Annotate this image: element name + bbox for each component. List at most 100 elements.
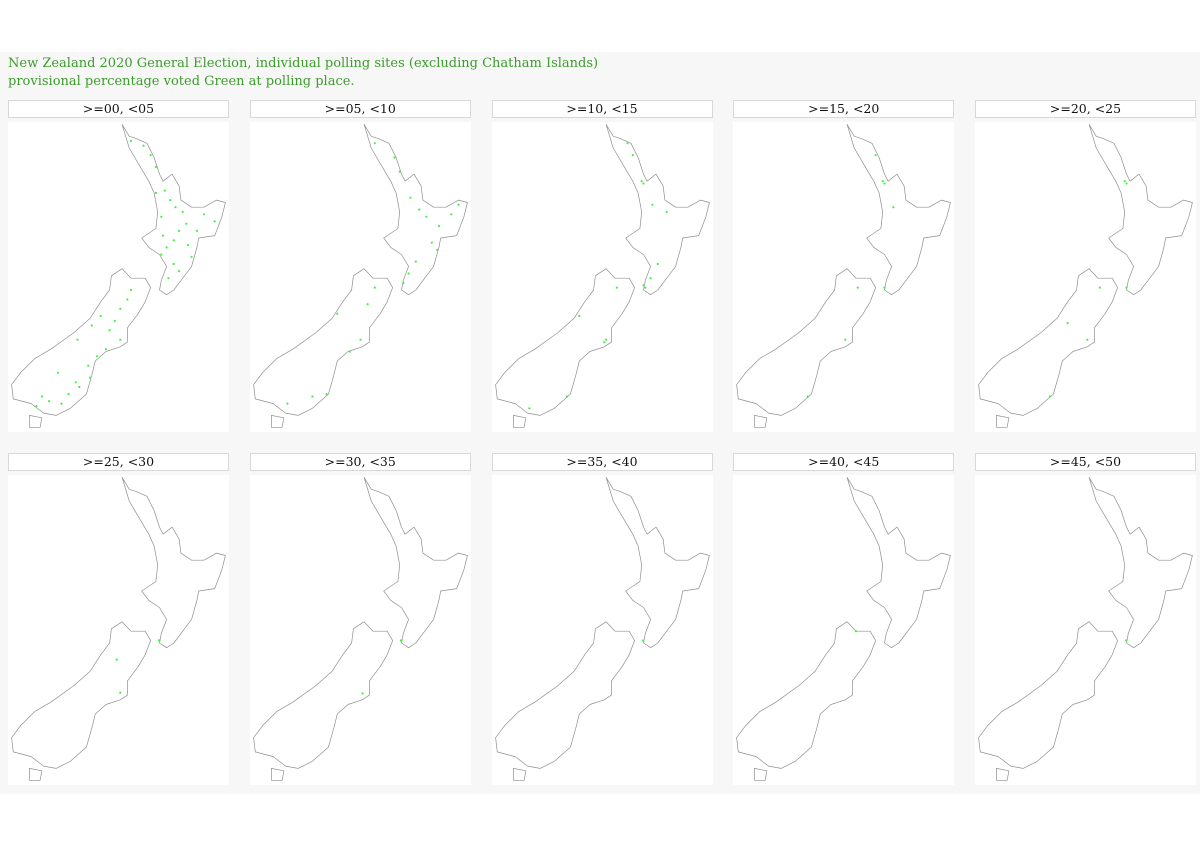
polling-place-point	[202, 213, 206, 216]
polling-place-point	[631, 154, 634, 157]
polling-place-point	[129, 139, 133, 142]
polling-place-point	[883, 286, 886, 289]
stewart-island-outline	[29, 415, 43, 428]
polling-place-point	[883, 182, 886, 185]
polling-place-point	[88, 376, 92, 379]
polling-place-point	[185, 222, 188, 225]
polling-place-point	[195, 229, 198, 232]
polling-place-point	[393, 156, 396, 159]
facet-panel: >=05, <10	[249, 100, 471, 432]
polling-place-point	[174, 206, 177, 209]
south-island-outline	[11, 621, 151, 769]
polling-place-point	[366, 303, 369, 306]
map-area	[8, 475, 229, 785]
polling-place-point	[409, 196, 412, 199]
polling-place-point	[656, 262, 659, 266]
north-island-outline	[1088, 477, 1193, 649]
polling-place-point	[286, 402, 289, 405]
north-island-outline	[121, 477, 226, 649]
polling-place-point	[213, 220, 216, 223]
facet-strip-label: >=05, <10	[249, 100, 471, 118]
north-island-outline	[605, 477, 710, 649]
polling-place-point	[119, 691, 122, 694]
stewart-island-outline	[754, 415, 768, 428]
nz-map	[11, 124, 226, 428]
polling-place-point	[163, 189, 166, 192]
polling-place-point	[78, 385, 81, 389]
north-island-outline	[363, 477, 468, 649]
polling-place-point	[641, 639, 644, 642]
polling-place-point	[892, 206, 895, 209]
polling-place-point	[56, 371, 60, 374]
nz-map	[736, 477, 951, 781]
polling-place-point	[1125, 639, 1128, 642]
polling-place-point	[361, 692, 364, 695]
polling-place-point	[115, 658, 118, 661]
polling-place-point	[74, 381, 77, 384]
polling-place-point	[154, 191, 157, 195]
polling-place-point	[348, 350, 351, 353]
polling-place-point	[881, 180, 885, 183]
polling-place-point	[335, 312, 339, 315]
polling-place-point	[60, 402, 63, 405]
map-area	[8, 122, 229, 432]
polling-place-point	[119, 307, 122, 310]
polling-place-point	[1086, 338, 1089, 341]
polling-place-point	[190, 255, 193, 258]
polling-place-point	[90, 324, 93, 327]
polling-place-point	[417, 208, 421, 211]
polling-place-point	[167, 277, 170, 280]
facet-panel: >=30, <35	[249, 453, 471, 785]
facet-strip-label: >=15, <20	[733, 100, 955, 118]
polling-place-point	[178, 270, 181, 273]
polling-place-point	[40, 395, 44, 398]
polling-place-point	[99, 314, 102, 318]
polling-place-point	[169, 199, 172, 202]
polling-place-point	[373, 286, 376, 289]
chart-title: New Zealand 2020 General Election, indiv…	[8, 56, 599, 71]
stewart-island-outline	[754, 768, 768, 781]
polling-place-point	[1125, 182, 1128, 185]
facet-strip-label: >=45, <50	[975, 453, 1196, 471]
facet-strip-label: >=20, <25	[975, 100, 1196, 118]
polling-place-point	[1125, 286, 1128, 289]
facet-panel: >=20, <25	[975, 100, 1196, 432]
polling-place-point	[457, 203, 460, 206]
stewart-island-outline	[512, 768, 526, 781]
polling-place-point	[311, 395, 314, 398]
polling-place-point	[113, 319, 116, 322]
north-island-outline	[605, 124, 710, 296]
south-island-outline	[736, 268, 877, 416]
polling-place-point	[855, 630, 858, 633]
polling-place-point	[359, 338, 362, 341]
south-island-outline	[978, 621, 1118, 769]
stewart-island-outline	[270, 768, 284, 781]
stewart-island-outline	[996, 768, 1010, 781]
polling-place-point	[1048, 395, 1051, 398]
polling-place-point	[87, 364, 90, 367]
polling-place-point	[430, 241, 433, 244]
polling-place-point	[414, 260, 417, 263]
facet-panel: >=15, <20	[733, 100, 955, 432]
nz-map	[494, 477, 710, 781]
polling-place-point	[856, 286, 860, 289]
facet-panel: >=35, <40	[491, 453, 713, 785]
title-block: New Zealand 2020 General Election, indiv…	[8, 55, 598, 91]
polling-place-point	[844, 338, 847, 341]
facet-strip-label: >=00, <05	[8, 100, 229, 118]
map-area	[733, 475, 955, 785]
polling-place-point	[325, 393, 328, 396]
polling-place-point	[437, 225, 440, 228]
polling-place-point	[96, 355, 99, 358]
polling-place-point	[186, 244, 190, 247]
polling-place-point	[401, 281, 405, 284]
nz-map	[978, 477, 1193, 781]
south-island-outline	[494, 268, 635, 416]
polling-place-point	[67, 393, 70, 396]
polling-place-point	[665, 210, 668, 213]
map-area	[491, 122, 713, 432]
south-island-outline	[494, 621, 635, 769]
south-island-outline	[978, 268, 1118, 416]
south-island-outline	[11, 268, 151, 416]
polling-place-point	[165, 246, 168, 249]
